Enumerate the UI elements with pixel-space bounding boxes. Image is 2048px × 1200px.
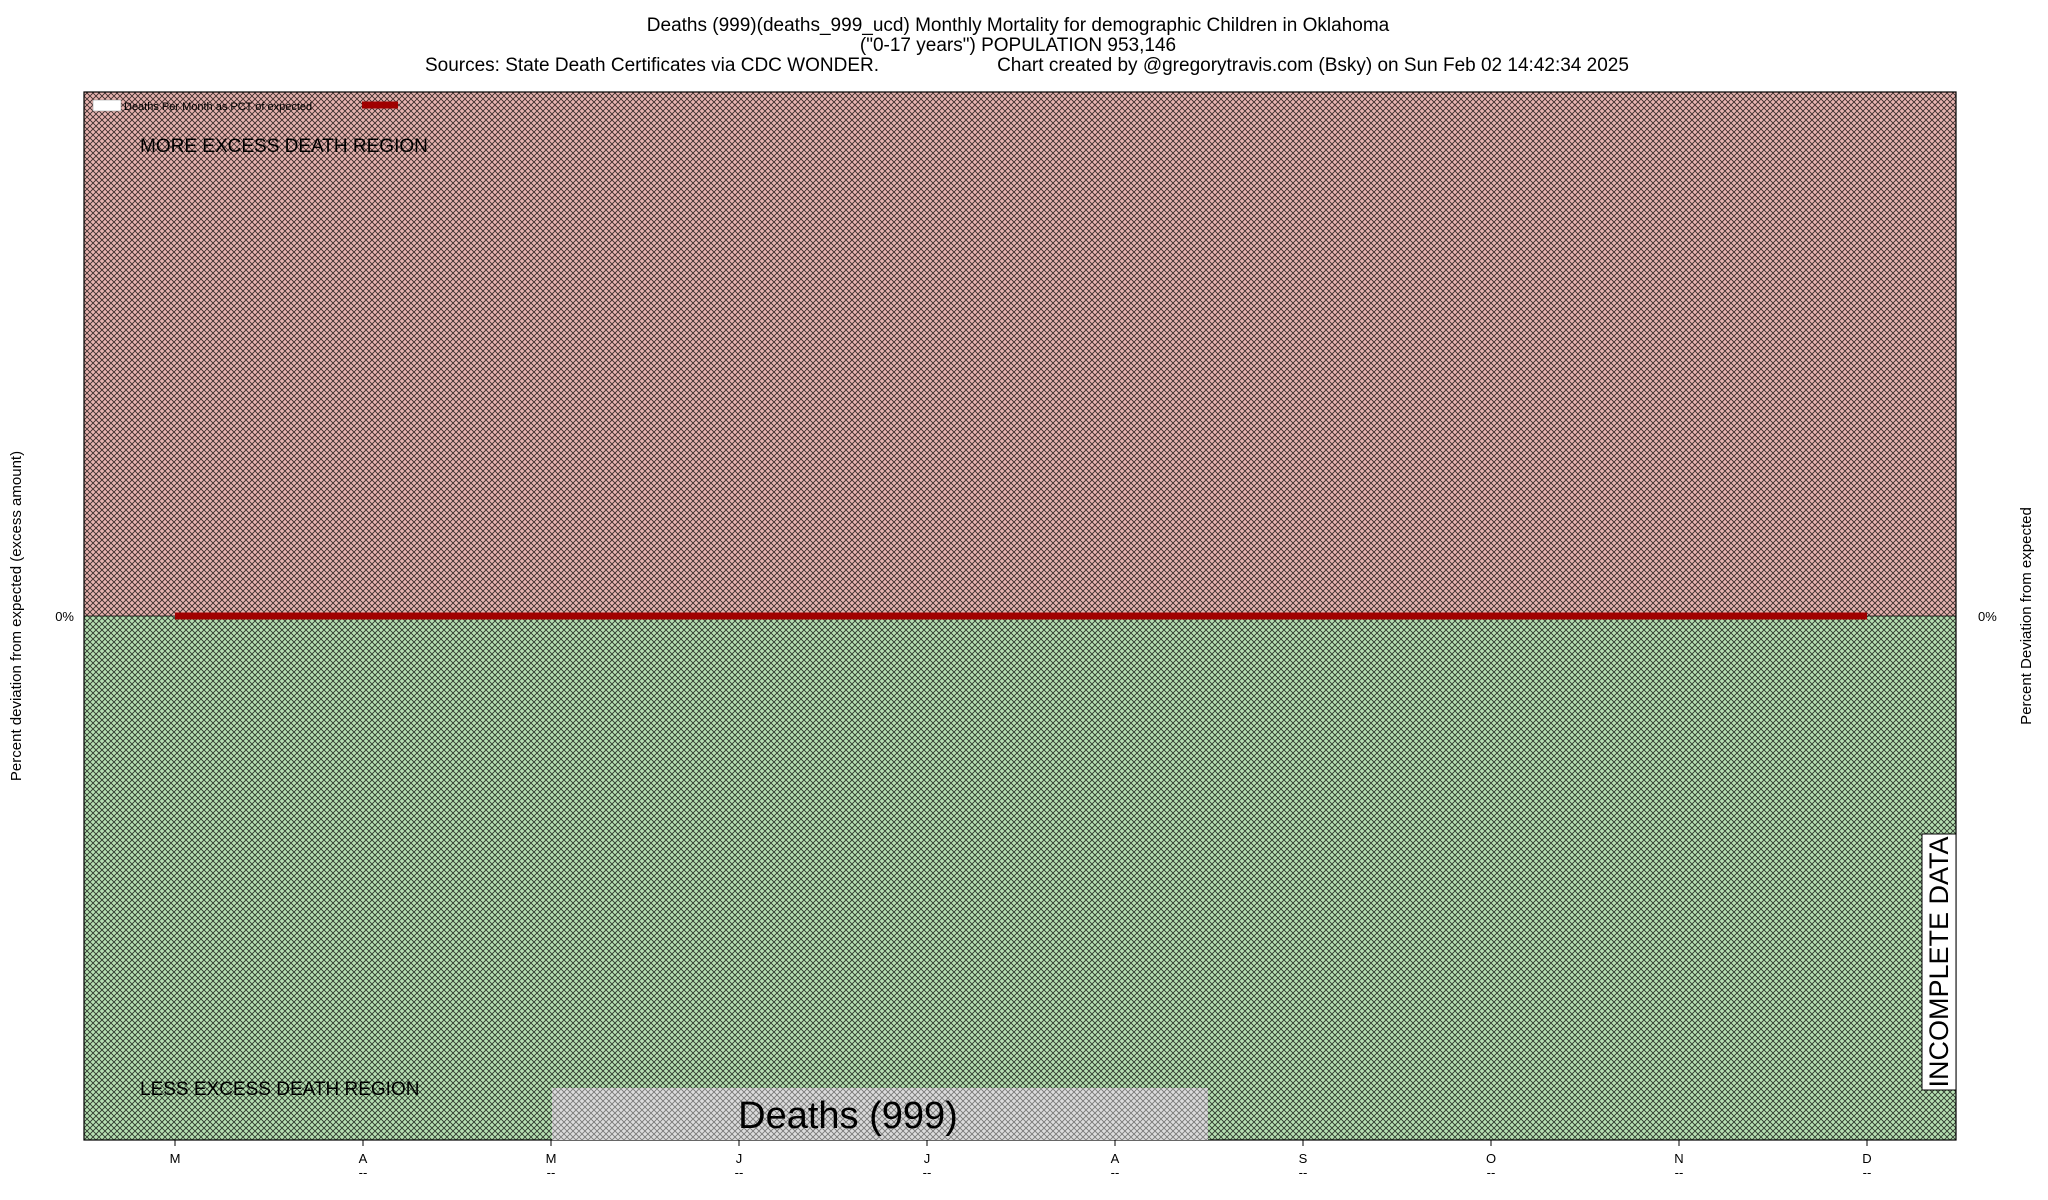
- cause-box-label: Deaths (999): [738, 1095, 958, 1137]
- chart-subtitle: ("0-17 years") POPULATION 953,146: [860, 35, 1176, 56]
- x-tick-label: D: [1862, 1151, 1871, 1166]
- x-tick-label: J: [736, 1151, 743, 1166]
- x-tick-sublabel: --: [1863, 1165, 1872, 1180]
- y-tick-right-zero: 0%: [1978, 609, 1997, 624]
- x-tick-sublabel: --: [1299, 1165, 1308, 1180]
- x-tick-sublabel: --: [735, 1165, 744, 1180]
- x-axis-ticks: M A--M--J--J--A--S--O--N--D--: [170, 1140, 1872, 1180]
- x-tick-label: M: [170, 1151, 181, 1166]
- x-tick-sublabel: --: [1675, 1165, 1684, 1180]
- x-tick-label: O: [1486, 1151, 1496, 1166]
- x-tick-label: A: [1111, 1151, 1120, 1166]
- incomplete-data-label: INCOMPLETE DATA: [1924, 836, 1954, 1087]
- x-tick-label: J: [924, 1151, 931, 1166]
- less-death-region-hatch: [84, 616, 1956, 1140]
- x-tick-label: N: [1674, 1151, 1683, 1166]
- x-tick-label: M: [546, 1151, 557, 1166]
- chart-credit: Chart created by @gregorytravis.com (Bsk…: [997, 55, 1629, 76]
- x-tick-sublabel: --: [923, 1165, 932, 1180]
- incomplete-data-box: [1921, 833, 1957, 1091]
- x-tick-sublabel: --: [1487, 1165, 1496, 1180]
- x-tick-sublabel: --: [547, 1165, 556, 1180]
- y-axis-label-right: Percent Deviation from expected: [2018, 507, 2035, 725]
- x-tick-label: S: [1299, 1151, 1308, 1166]
- chart-sources: Sources: State Death Certificates via CD…: [425, 55, 879, 76]
- legend-label: Deaths Per Month as PCT of expected: [124, 101, 312, 113]
- legend-swatch: [92, 99, 122, 112]
- y-axis-label-left: Percent deviation from expected (excess …: [8, 451, 25, 781]
- x-tick-sublabel: --: [359, 1165, 368, 1180]
- cause-box-hatch: [552, 1088, 1208, 1140]
- chart-title: Deaths (999)(deaths_999_ucd) Monthly Mor…: [647, 15, 1390, 36]
- x-tick-label: A: [359, 1151, 368, 1166]
- less-excess-region-label: LESS EXCESS DEATH REGION: [140, 1079, 419, 1100]
- x-tick-sublabel: --: [1111, 1165, 1120, 1180]
- y-tick-left-zero: 0%: [55, 609, 74, 624]
- excess-death-region-hatch: [84, 92, 1956, 616]
- more-excess-region-label: MORE EXCESS DEATH REGION: [140, 136, 428, 157]
